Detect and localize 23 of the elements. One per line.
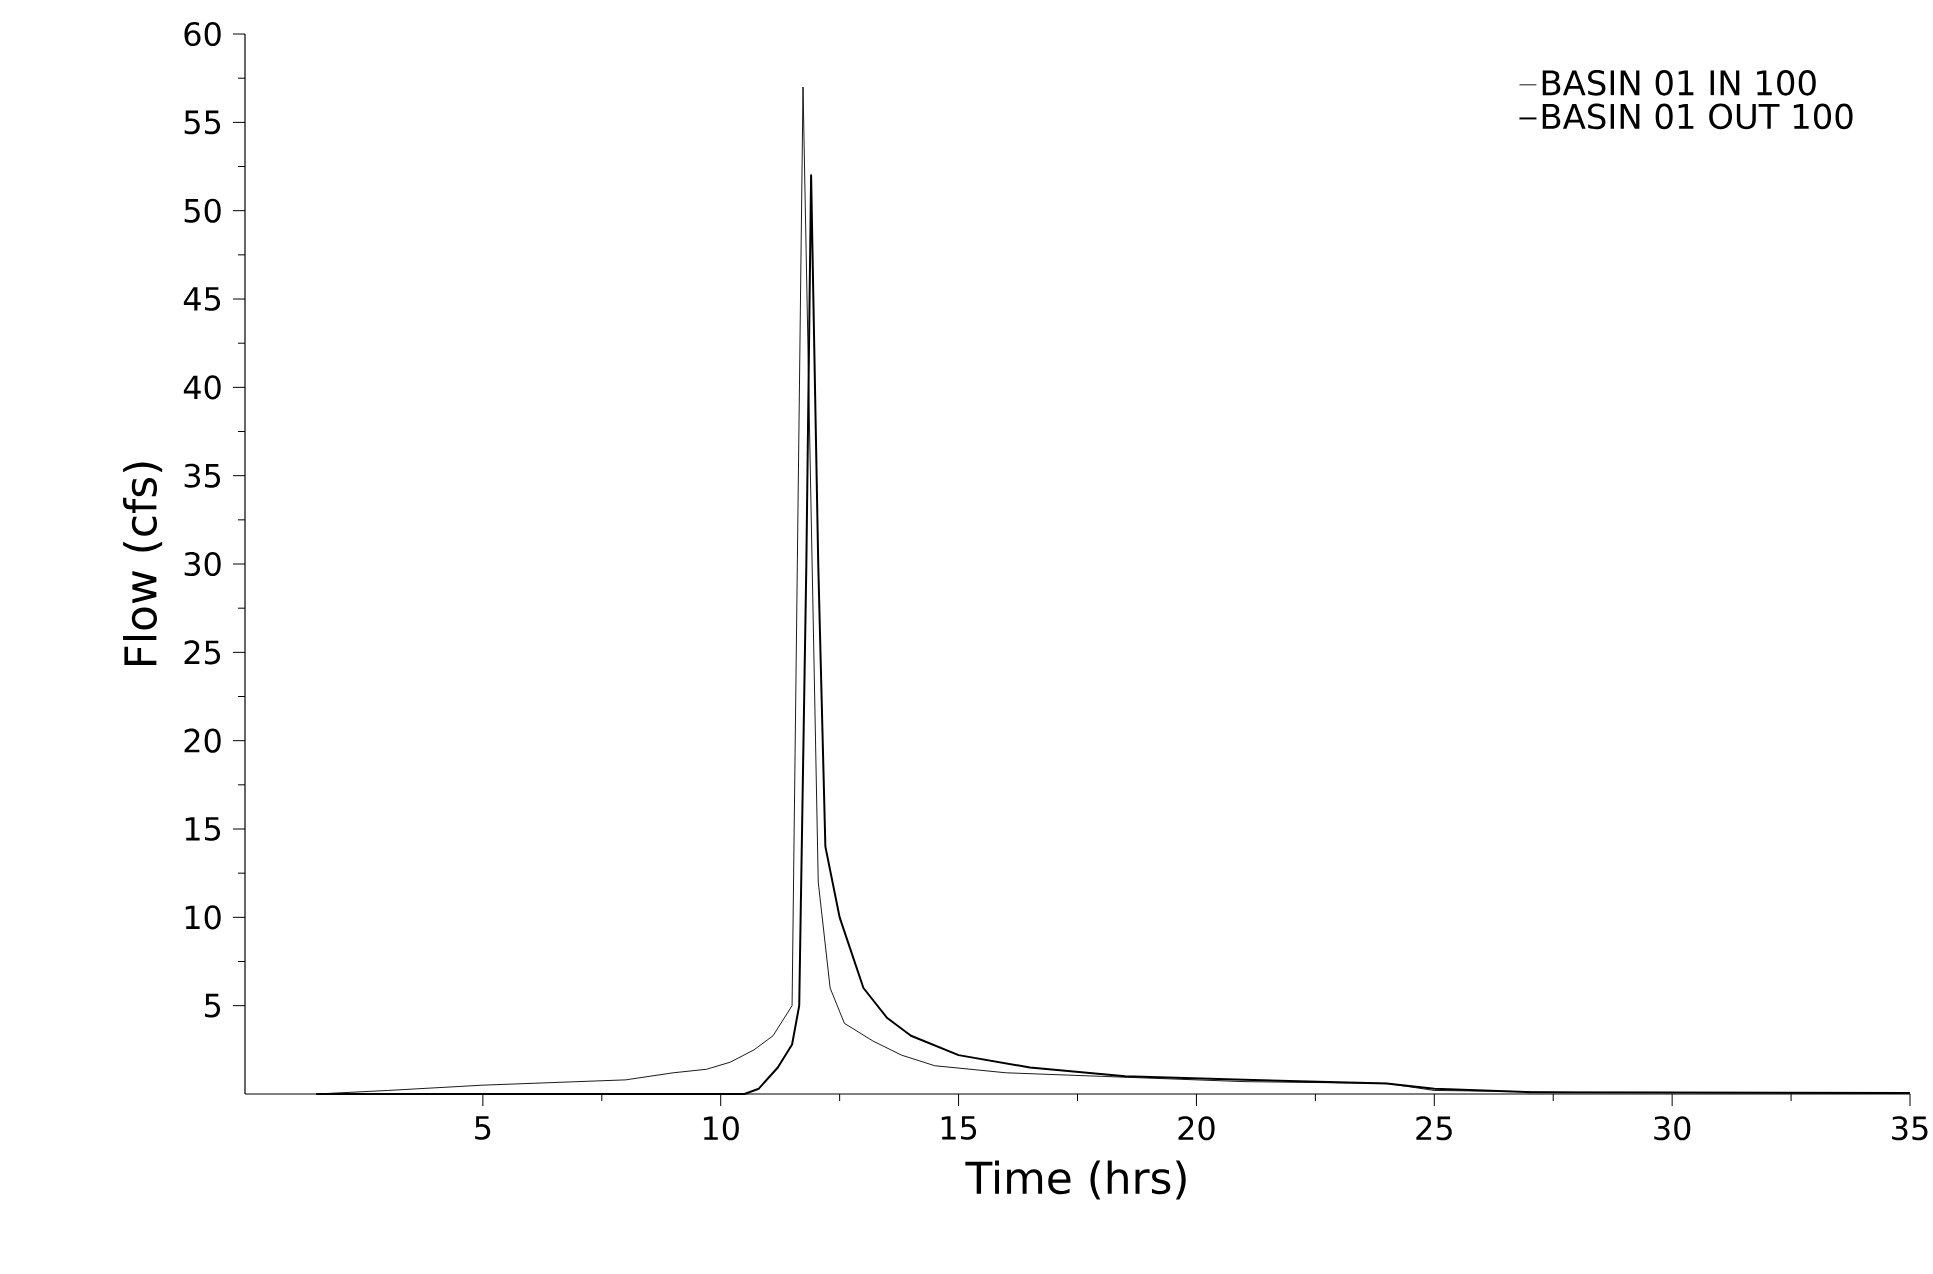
x-tick-label: 15 (941, 1116, 977, 1140)
y-tick-label: 5 (205, 993, 221, 1018)
y-tick-label: 20 (184, 728, 221, 753)
x-tick-label: 10 (703, 1116, 739, 1141)
y-tick-label: 60 (184, 21, 221, 47)
y-tick-label: 50 (184, 198, 221, 223)
x-tick-label: 5 (475, 1116, 491, 1140)
y-tick-label: 15 (185, 817, 221, 841)
y-tick-label: 30 (184, 551, 221, 577)
legend-label: BASIN 01 OUT 100 (1542, 103, 1853, 130)
x-tick-label: 20 (1178, 1116, 1215, 1141)
y-axis-title: Flow (cfs) (123, 462, 163, 666)
y-tick-label: 35 (184, 463, 221, 488)
x-tick-label: 30 (1654, 1116, 1691, 1141)
legend-label: BASIN 01 IN 100 (1542, 70, 1816, 96)
y-tick-label: 45 (183, 287, 221, 311)
x-tick-label: 25 (1416, 1116, 1452, 1141)
x-tick-label: 35 (1892, 1116, 1928, 1141)
y-tick-label: 55 (184, 110, 221, 135)
y-tick-label: 10 (185, 905, 221, 930)
x-axis-title: Time (hrs) (965, 1160, 1186, 1200)
y-tick-label: 25 (184, 640, 221, 665)
y-tick-label: 40 (183, 375, 221, 400)
